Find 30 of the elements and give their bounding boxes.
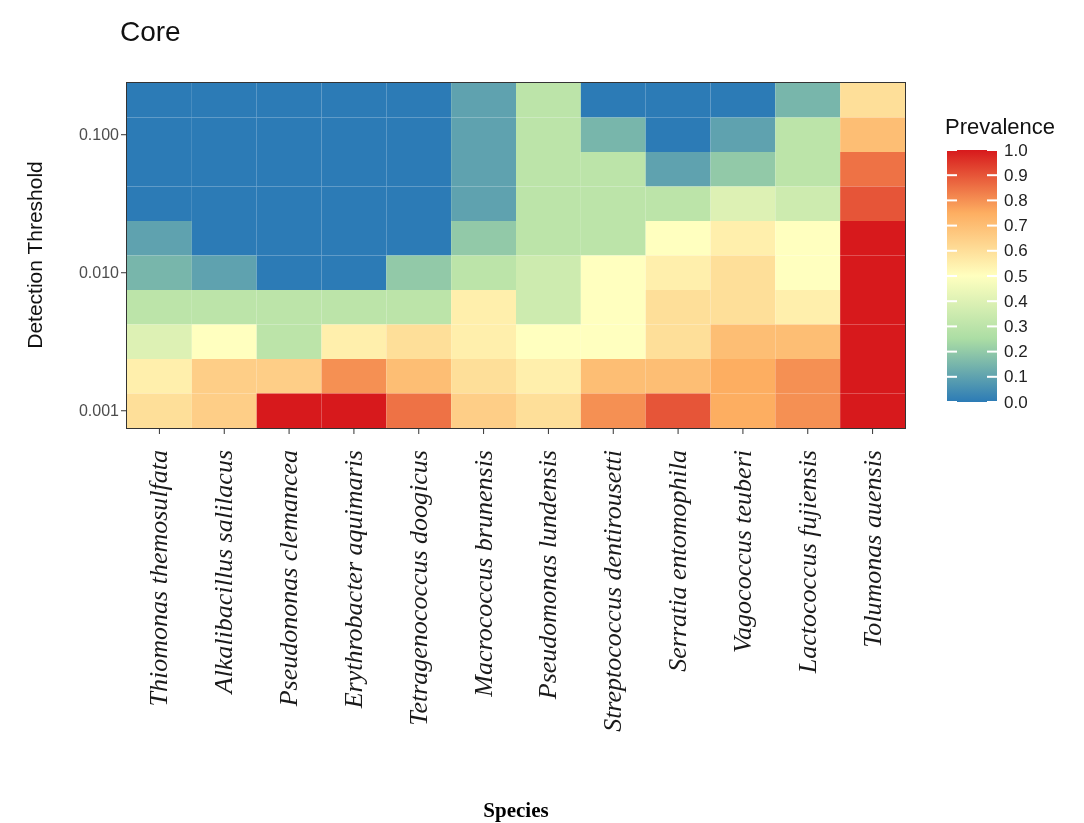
color-bar-label: 0.2 [1004,342,1028,362]
color-bar-label: 0.4 [1004,291,1028,311]
x-tick-label: Erythrobacter aquimaris [338,450,368,710]
x-tick-label: Pseudononas clemancea [274,450,304,708]
x-tick-label: Vagococcus teuberi [727,450,757,653]
x-tick-label: Macrococcus brunensis [468,450,498,698]
x-tick-label: Tetragenococcus doogicus [403,450,433,726]
y-axis-title: Detection Threshold [23,161,47,349]
x-tick-label: Alkalibacillus salilacus [209,450,239,696]
x-tick-label: Pseudomonas lundensis [533,450,563,701]
color-bar-label: 0.1 [1004,367,1028,387]
color-bar-label: 0.5 [1004,266,1028,286]
color-bar-label: 0.7 [1004,216,1028,236]
color-bar-label: 0.8 [1004,190,1028,210]
x-tick-label: Serratia entomophila [663,450,693,672]
chart-title: Core [120,16,181,48]
color-bar-label: 0.6 [1004,241,1028,261]
color-bar-label: 0.9 [1004,165,1028,185]
y-tick-label: 0.010 [78,264,120,282]
color-bar-label: 1.0 [1004,140,1028,160]
x-tick-label: Thiomonas themosulfata [144,450,174,707]
x-axis-title: Species [483,798,549,822]
x-tick-label: Lactococcus fujiensis [792,450,822,675]
y-tick-label: 0.100 [78,126,120,144]
x-tick-label: Streptococcus dentirousetti [598,450,628,732]
legend-title: Prevalence [945,114,1056,139]
color-bar-label: 0.0 [1004,392,1028,412]
x-tick-label: Tolumonas auensis [857,450,887,648]
color-bar-label: 0.3 [1004,316,1028,336]
y-tick-label: 0.001 [78,402,120,420]
